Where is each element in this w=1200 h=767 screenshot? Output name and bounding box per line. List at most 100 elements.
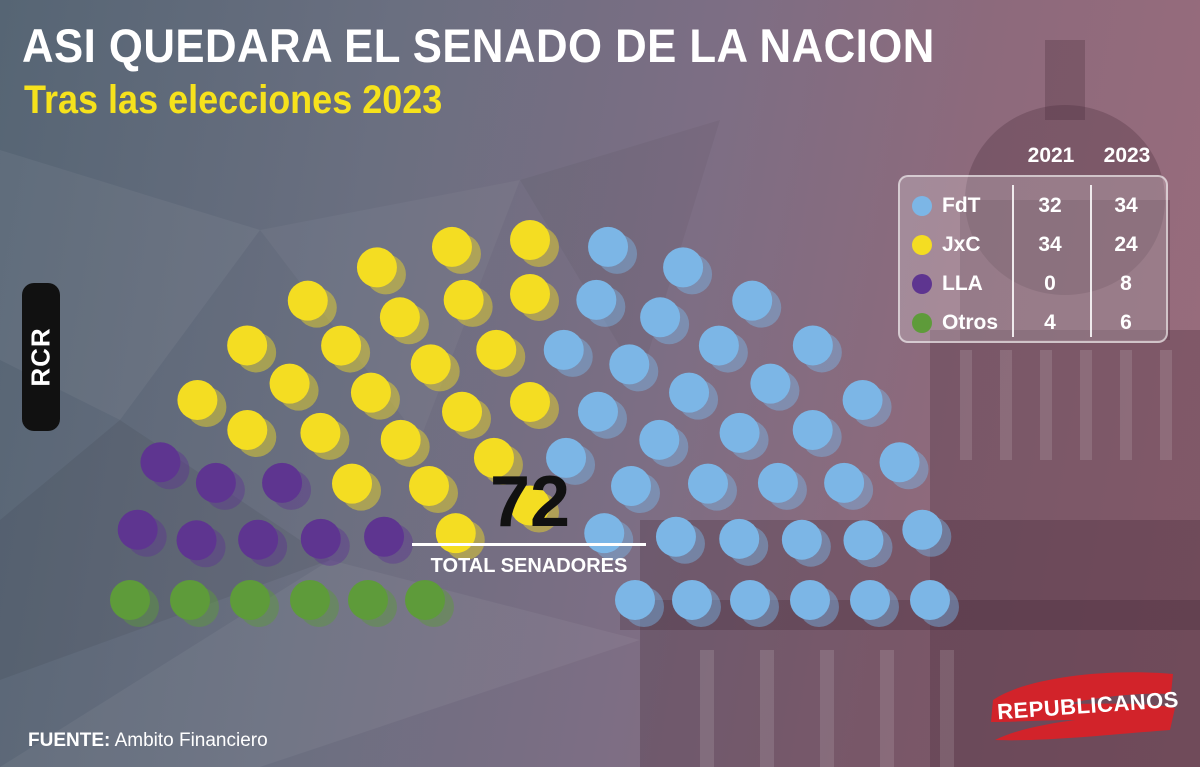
seat-fdt — [672, 580, 721, 627]
seat-lla — [300, 518, 350, 566]
seat-jxc — [476, 329, 526, 377]
seat-jxc — [227, 325, 277, 373]
seat-fdt — [719, 518, 769, 566]
seat-fdt — [655, 516, 705, 564]
seat-jxc — [442, 391, 492, 439]
seat-fdt — [663, 247, 713, 295]
seat-jxc — [410, 344, 460, 392]
legend-name-fdt: FdT — [942, 194, 981, 217]
seat-jxc — [177, 379, 227, 427]
seat-jxc — [510, 220, 559, 267]
seat-fdt — [910, 580, 959, 627]
seat-jxc — [510, 382, 559, 429]
seat-fdt — [902, 509, 952, 557]
seat-fdt — [842, 379, 892, 427]
seat-jxc — [408, 466, 458, 514]
source-text: Ambito Financiero — [114, 730, 268, 751]
seat-jxc — [356, 247, 406, 295]
legend-row-fdt: FdT 32 34 — [900, 189, 1170, 223]
seat-fdt — [790, 580, 839, 627]
legend-name-otros: Otros — [942, 311, 999, 334]
seat-lla — [176, 520, 226, 568]
chart-subtitle: Tras las elecciones 2023 — [24, 78, 443, 122]
seat-jxc — [269, 363, 319, 411]
seat-jxc — [321, 325, 371, 373]
seat-lla — [364, 516, 414, 564]
legend-value-fdt-2023: 34 — [1114, 194, 1138, 217]
source-label: FUENTE: — [28, 730, 111, 751]
seat-fdt — [732, 280, 782, 328]
seat-fdt — [640, 297, 690, 345]
seat-jxc — [350, 372, 400, 420]
seat-fdt — [639, 419, 689, 467]
seat-jxc — [510, 485, 559, 533]
seat-otros — [348, 580, 397, 627]
seat-fdt — [543, 329, 593, 377]
seat-fdt — [781, 519, 831, 567]
seat-jxc — [300, 412, 350, 460]
legend-value-otros-2021: 4 — [1044, 311, 1056, 334]
seat-lla — [195, 462, 245, 510]
seat-fdt — [609, 344, 659, 392]
legend-value-jxc-2023: 24 — [1114, 233, 1138, 256]
legend-row-lla: LLA 0 8 — [900, 267, 1170, 301]
seat-jxc — [380, 419, 430, 467]
legend-separator — [1090, 185, 1092, 337]
seat-fdt — [615, 580, 664, 627]
seat-jxc — [443, 279, 493, 327]
seat-jxc — [379, 297, 429, 345]
chart-title: ASI QUEDARA EL SENADO DE LA NACION — [22, 19, 935, 72]
rcr-badge: RCR — [22, 283, 60, 431]
seat-jxc — [332, 463, 382, 511]
seat-fdt — [546, 437, 596, 485]
legend-header-2021: 2021 — [1027, 144, 1075, 167]
legend-separator — [1012, 185, 1014, 337]
seat-fdt — [792, 409, 842, 457]
legend-name-jxc: JxC — [942, 233, 981, 256]
logo-brush-shape — [991, 672, 1175, 741]
legend-name-lla: LLA — [942, 272, 983, 295]
legend-header-2023: 2023 — [1103, 144, 1151, 167]
total-seats-label: TOTAL SENADORES — [430, 555, 628, 577]
seat-otros — [110, 580, 159, 627]
seat-otros — [170, 580, 219, 627]
seat-fdt — [757, 462, 807, 510]
legend-row-otros: Otros 4 6 — [900, 306, 1170, 340]
legend-swatch-otros — [912, 313, 932, 333]
legend-swatch-jxc — [912, 235, 932, 255]
source-note: FUENTE: Ambito Financiero — [28, 730, 268, 752]
legend-value-otros-2023: 6 — [1120, 311, 1132, 334]
seat-jxc — [473, 437, 523, 485]
seat-fdt — [669, 372, 719, 420]
legend-row-jxc: JxC 34 24 — [900, 228, 1170, 262]
seat-fdt — [588, 226, 638, 274]
seat-jxc — [510, 274, 559, 321]
seat-fdt — [611, 466, 661, 514]
seat-fdt — [687, 463, 737, 511]
total-divider — [412, 543, 646, 546]
total-seats-number: 72 — [489, 462, 571, 542]
seat-fdt — [792, 325, 842, 373]
seat-lla — [238, 519, 288, 567]
seat-fdt — [850, 580, 899, 627]
legend-value-jxc-2021: 34 — [1038, 233, 1062, 256]
legend-value-lla-2021: 0 — [1044, 272, 1056, 295]
legend-swatch-fdt — [912, 196, 932, 216]
seat-lla — [262, 462, 312, 510]
capitol-building-silhouette — [620, 40, 1200, 767]
seat-fdt — [730, 580, 779, 627]
seat-jxc — [227, 409, 277, 457]
legend-table: FdT 32 34 JxC 34 24 LLA 0 8 Otros 4 6 — [898, 175, 1168, 343]
seat-otros — [405, 580, 454, 627]
seat-fdt — [698, 325, 748, 373]
seat-fdt — [824, 462, 874, 510]
republicanos-logo: REPUBLICANOS — [985, 660, 1180, 755]
seat-fdt — [577, 391, 627, 439]
seat-fdt — [576, 279, 626, 327]
seat-lla — [140, 442, 190, 490]
legend-value-fdt-2021: 32 — [1038, 194, 1062, 217]
seat-fdt — [879, 442, 929, 490]
